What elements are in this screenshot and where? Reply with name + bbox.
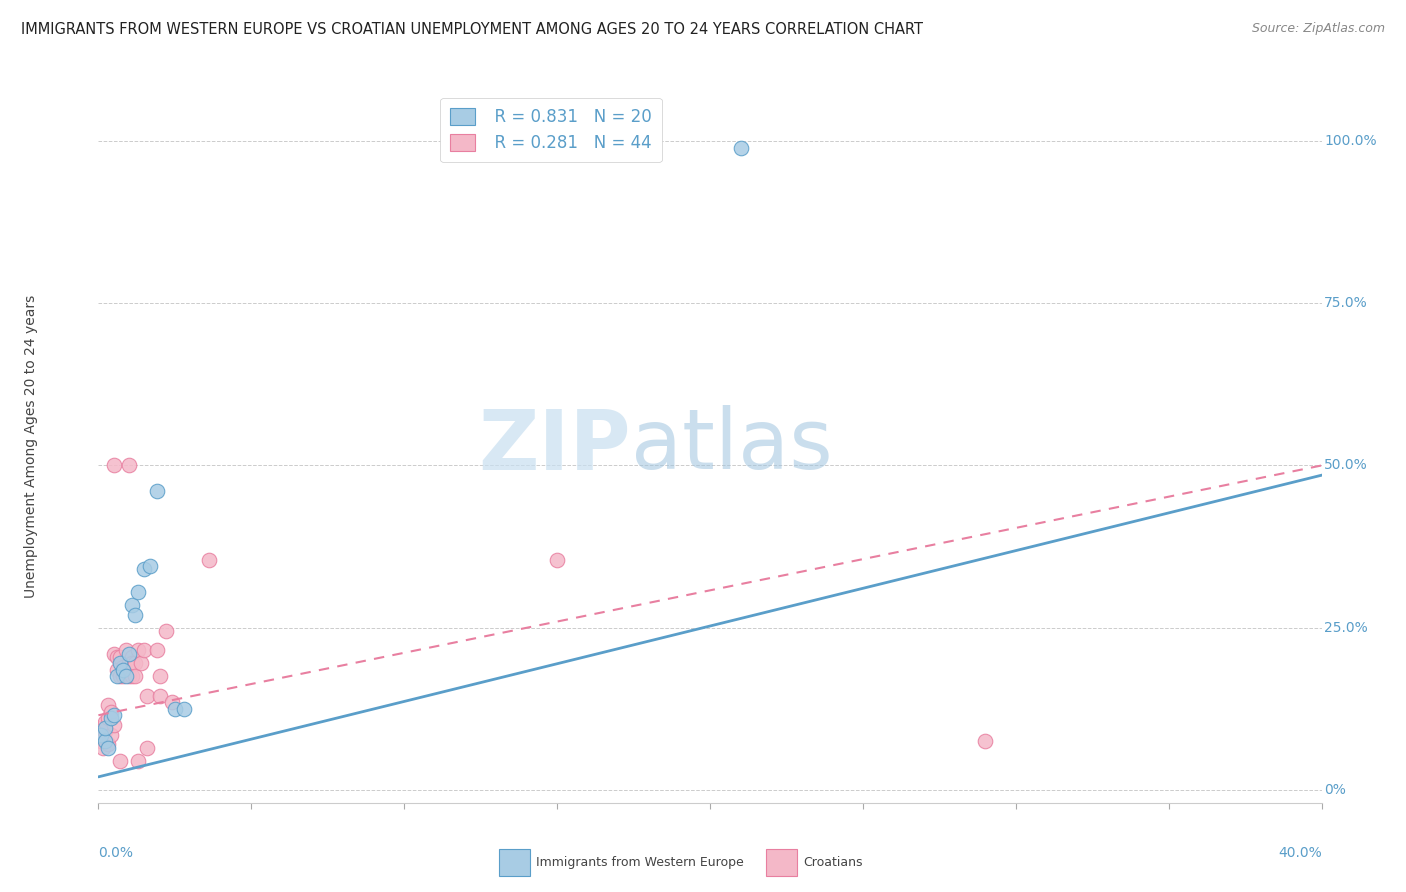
Point: [100, 728, 122, 742]
Point: [127, 754, 149, 768]
Text: 40.0%: 40.0%: [1278, 846, 1322, 860]
Point: [118, 647, 141, 661]
Text: Source: ZipAtlas.com: Source: ZipAtlas.com: [1251, 22, 1385, 36]
Point: [121, 598, 143, 612]
Text: 25.0%: 25.0%: [1324, 621, 1368, 634]
Point: [111, 669, 134, 683]
Point: [730, 140, 752, 154]
Text: 0.0%: 0.0%: [98, 846, 134, 860]
Text: 50.0%: 50.0%: [1324, 458, 1368, 473]
Point: [97, 711, 120, 725]
Point: [134, 643, 156, 657]
Point: [127, 585, 149, 599]
Text: 100.0%: 100.0%: [1324, 134, 1376, 148]
Point: [134, 562, 156, 576]
Point: [115, 663, 138, 677]
Point: [108, 649, 131, 664]
Point: [90, 721, 112, 735]
Point: [93, 714, 115, 729]
Point: [103, 708, 125, 723]
Legend:   R = 0.831   N = 20,   R = 0.281   N = 44: R = 0.831 N = 20, R = 0.281 N = 44: [440, 97, 662, 162]
Point: [121, 657, 143, 671]
Point: [136, 689, 159, 703]
Point: [93, 721, 115, 735]
Point: [97, 698, 120, 713]
Text: Immigrants from Western Europe: Immigrants from Western Europe: [536, 856, 744, 869]
Point: [118, 458, 141, 473]
Point: [163, 702, 186, 716]
Point: [90, 728, 112, 742]
Point: [115, 643, 138, 657]
Point: [124, 657, 146, 671]
Point: [145, 643, 167, 657]
Point: [129, 657, 152, 671]
Text: IMMIGRANTS FROM WESTERN EUROPE VS CROATIAN UNEMPLOYMENT AMONG AGES 20 TO 24 YEAR: IMMIGRANTS FROM WESTERN EUROPE VS CROATI…: [21, 22, 924, 37]
Text: ZIP: ZIP: [478, 406, 630, 486]
Point: [124, 607, 146, 622]
Point: [136, 740, 159, 755]
Point: [97, 738, 120, 752]
Point: [111, 663, 134, 677]
Point: [121, 669, 143, 683]
Text: 0%: 0%: [1324, 783, 1346, 797]
Point: [139, 559, 162, 574]
Text: atlas: atlas: [630, 406, 832, 486]
Point: [90, 734, 112, 748]
Point: [105, 663, 128, 677]
Point: [97, 740, 120, 755]
Point: [124, 669, 146, 683]
Point: [121, 649, 143, 664]
Point: [197, 552, 219, 566]
Point: [118, 669, 141, 683]
Point: [149, 689, 172, 703]
Point: [127, 643, 149, 657]
Point: [103, 647, 125, 661]
Point: [546, 552, 568, 566]
Text: 75.0%: 75.0%: [1324, 296, 1368, 310]
Point: [111, 659, 134, 673]
Text: Croatians: Croatians: [803, 856, 862, 869]
Text: Unemployment Among Ages 20 to 24 years: Unemployment Among Ages 20 to 24 years: [24, 294, 38, 598]
Point: [108, 669, 131, 683]
Point: [115, 669, 138, 683]
Point: [108, 754, 131, 768]
Point: [105, 649, 128, 664]
Point: [91, 740, 114, 755]
Point: [173, 702, 195, 716]
Point: [93, 734, 115, 748]
Point: [100, 711, 122, 725]
Point: [118, 657, 141, 671]
Point: [108, 657, 131, 671]
Point: [105, 669, 128, 683]
Point: [145, 484, 167, 499]
Point: [103, 718, 125, 732]
Point: [155, 624, 177, 638]
Point: [149, 669, 172, 683]
Point: [160, 695, 183, 709]
Point: [974, 734, 997, 748]
Point: [100, 705, 122, 719]
Point: [103, 458, 125, 473]
Point: [93, 724, 115, 739]
